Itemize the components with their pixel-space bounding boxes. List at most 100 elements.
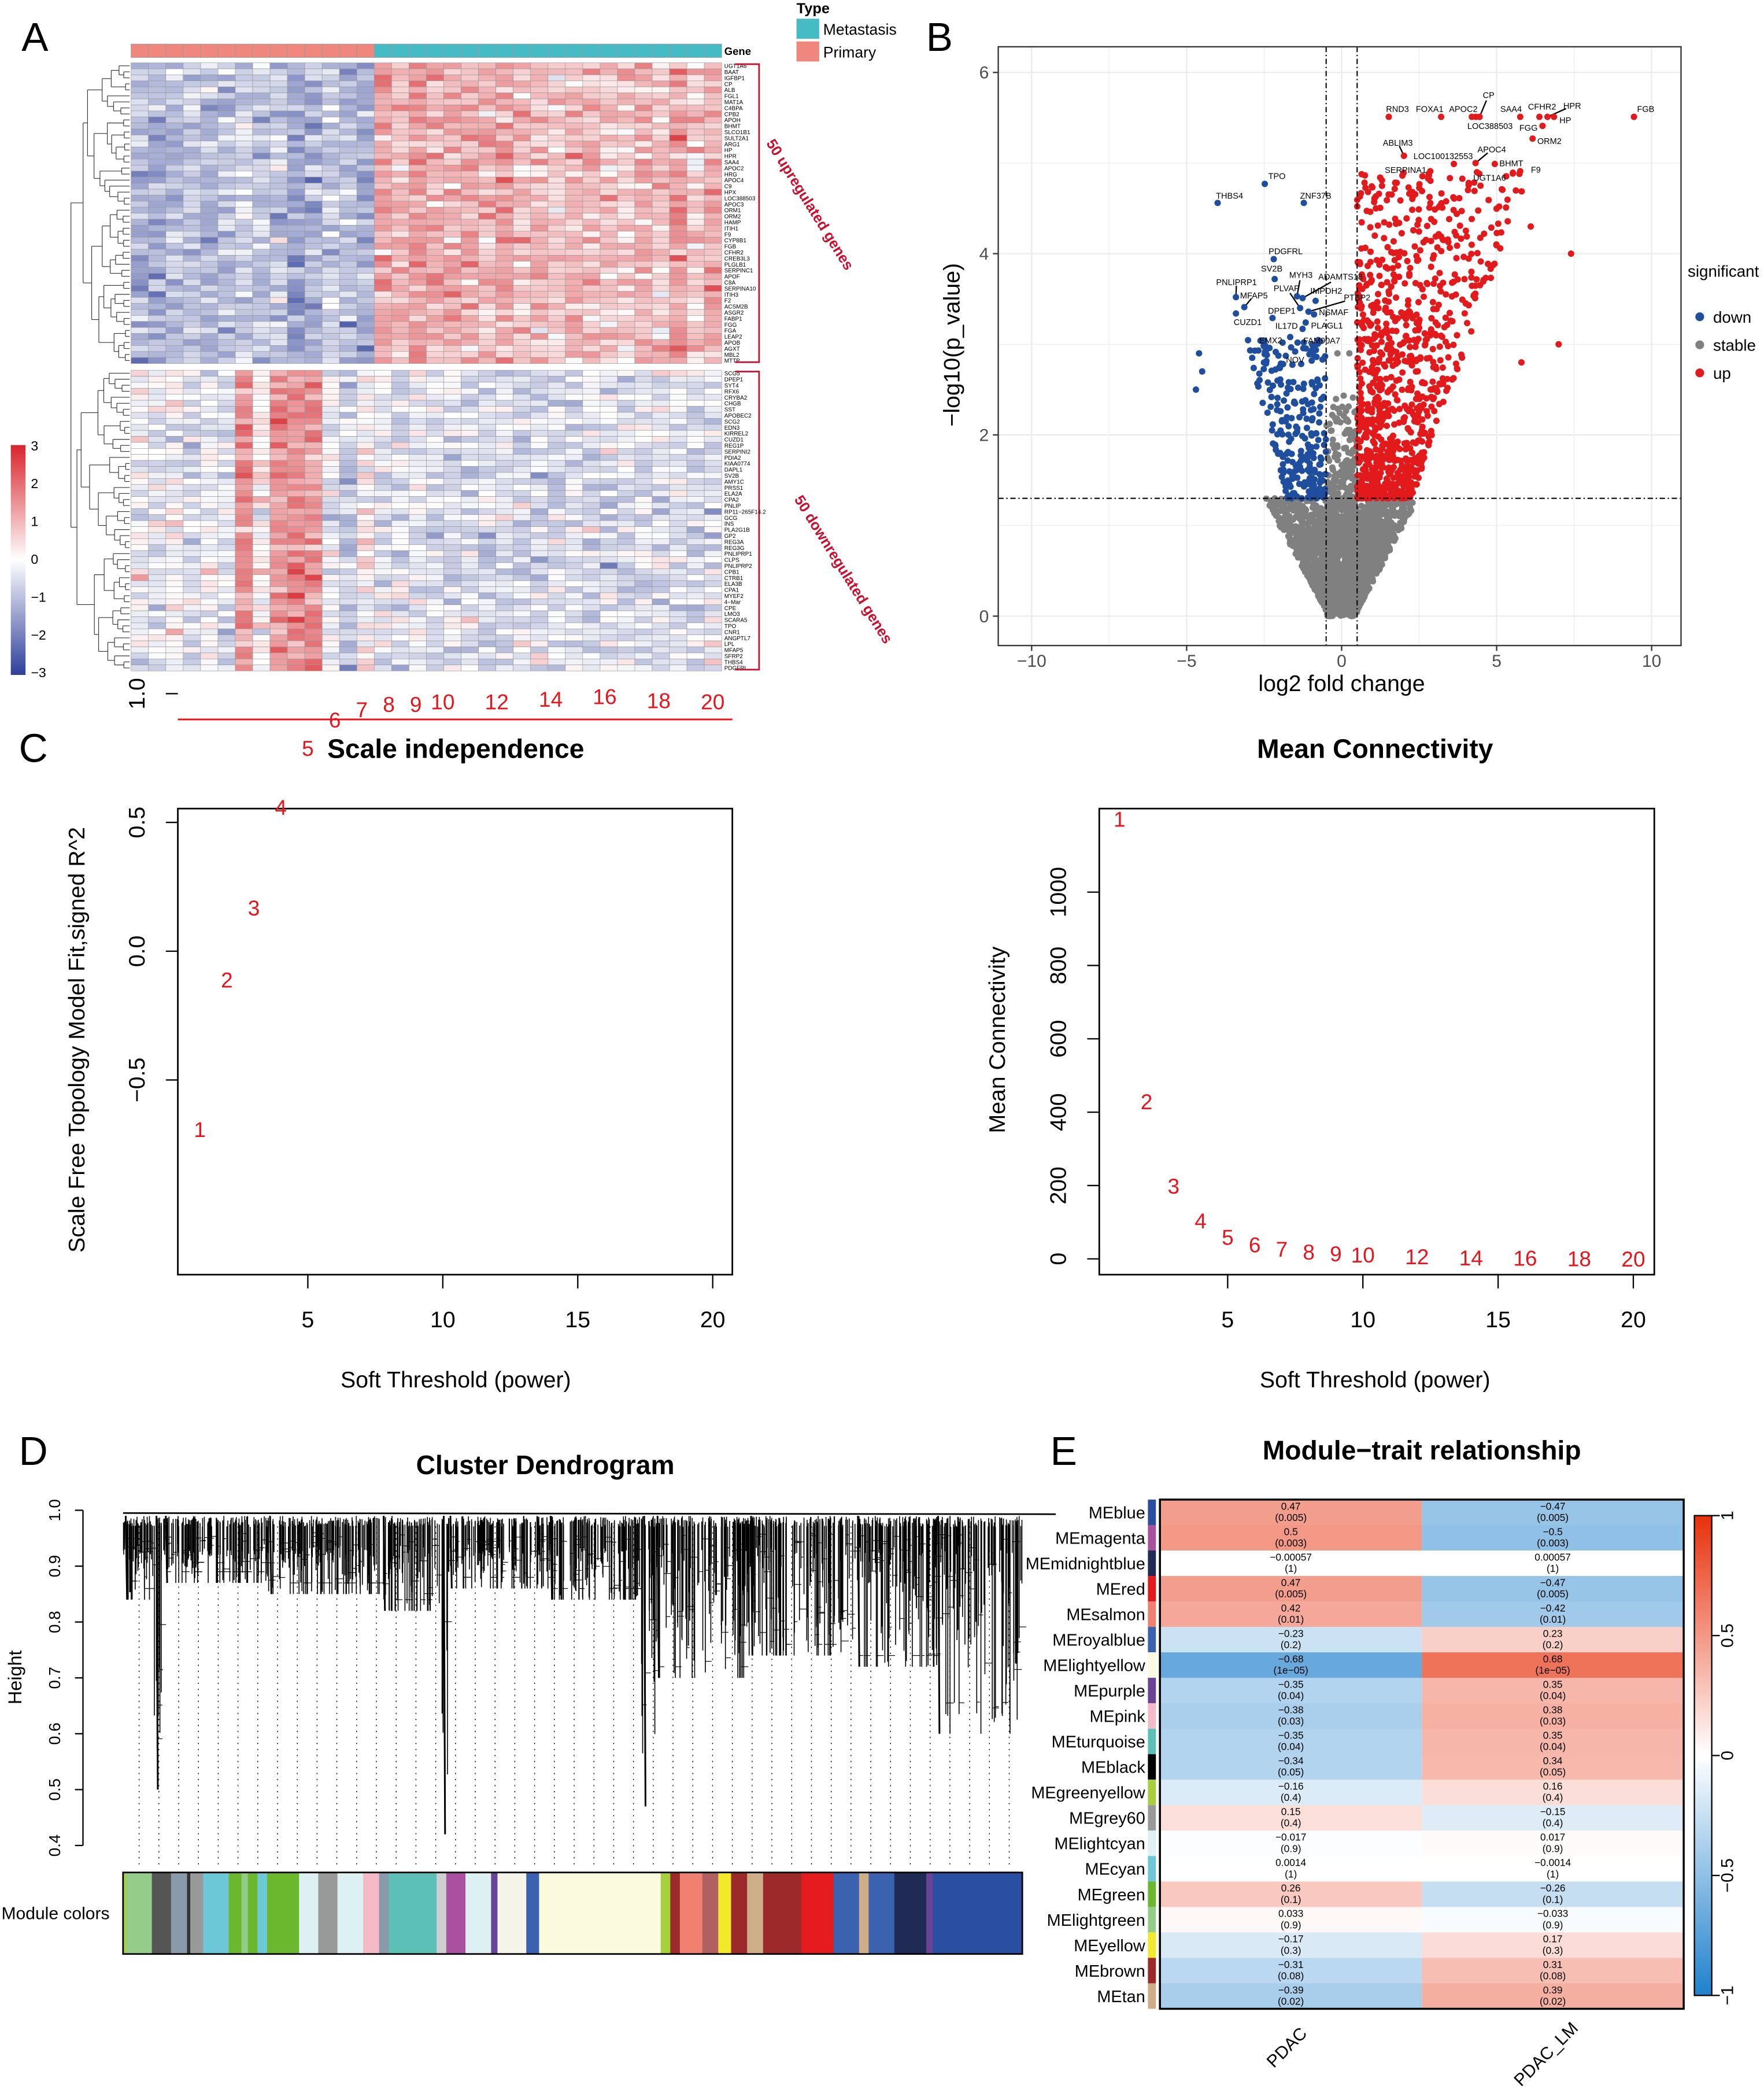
heatmap-cell: [252, 460, 271, 467]
heatmap-cell: [443, 309, 461, 316]
heatmap-cell: [356, 315, 375, 322]
heatmap-cell: [634, 550, 653, 557]
heatmap-cell: [217, 478, 236, 485]
heatmap-cell: [513, 357, 531, 364]
heatmap-cell: [356, 418, 375, 425]
heatmap-cell: [252, 225, 271, 232]
heatmap-cell: [304, 80, 323, 87]
heatmap-cell: [269, 183, 288, 190]
heatmap-cell: [304, 532, 323, 539]
heatmap-cell: [200, 249, 219, 256]
gene-label: EDN3: [724, 425, 740, 431]
heatmap-cell: [704, 93, 722, 99]
heatmap-cell: [565, 183, 583, 190]
annotation-cell: [426, 43, 444, 58]
heatmap-cell: [495, 339, 514, 346]
heatmap-cell: [269, 297, 288, 304]
heatmap-cell: [600, 496, 618, 503]
heatmap-cell: [391, 466, 409, 473]
heatmap-cell: [200, 580, 219, 587]
heatmap-cell: [252, 267, 271, 274]
heatmap-cell: [669, 297, 687, 304]
heatmap-cell: [304, 598, 323, 606]
heatmap-cell: [304, 243, 323, 250]
heatmap-cell: [165, 616, 184, 623]
heatmap-cell: [287, 562, 305, 569]
heatmap-cell: [200, 658, 219, 666]
heatmap-cell: [704, 243, 722, 250]
heatmap-cell: [409, 93, 427, 99]
heatmap-cell: [356, 622, 375, 629]
heatmap-cell: [252, 339, 271, 346]
gene-label: SULT2A1: [724, 135, 749, 142]
heatmap-cell: [373, 219, 392, 226]
heatmap-cell: [530, 339, 549, 346]
heatmap-cell: [235, 634, 253, 641]
gene-label: LOC388503: [724, 195, 756, 202]
heatmap-cell: [373, 628, 392, 636]
heatmap-cell: [600, 321, 618, 328]
heatmap-cell: [669, 556, 687, 563]
heatmap-cell: [131, 183, 149, 190]
heatmap-cell: [704, 309, 722, 316]
heatmap-cell: [686, 652, 705, 659]
heatmap-cell: [461, 135, 479, 142]
heatmap-cell: [652, 183, 670, 190]
heatmap-cell: [165, 658, 184, 666]
heatmap-cell: [686, 128, 705, 135]
heatmap-cell: [356, 267, 375, 274]
heatmap-cell: [391, 315, 409, 322]
heatmap-cell: [634, 237, 653, 243]
heatmap-cell: [321, 141, 340, 147]
annotation-cell: [686, 43, 705, 58]
heatmap-cell: [217, 616, 236, 623]
heatmap-cell: [183, 165, 201, 172]
heatmap-cell: [321, 448, 340, 455]
heatmap-cell: [356, 556, 375, 563]
heatmap-cell: [565, 158, 583, 165]
heatmap-cell: [287, 327, 305, 334]
heatmap-cell: [443, 574, 461, 581]
heatmap-cell: [217, 538, 236, 545]
heatmap-cell: [287, 165, 305, 172]
heatmap-cell: [513, 351, 531, 358]
heatmap-cell: [304, 315, 323, 322]
heatmap-cell: [304, 388, 323, 395]
heatmap-cell: [634, 634, 653, 641]
heatmap-cell: [269, 574, 288, 581]
heatmap-cell: [252, 508, 271, 515]
heatmap-cell: [669, 490, 687, 497]
heatmap-cell: [652, 514, 670, 521]
heatmap-cell: [183, 110, 201, 117]
heatmap-cell: [200, 285, 219, 292]
heatmap-cell: [373, 436, 392, 443]
heatmap-cell: [165, 647, 184, 654]
heatmap-cell: [565, 490, 583, 497]
heatmap-cell: [148, 647, 167, 654]
heatmap-cell: [183, 135, 201, 142]
heatmap-cell: [478, 105, 496, 112]
heatmap-cell: [391, 80, 409, 87]
heatmap-cell: [373, 580, 392, 587]
color-scale-tick-label: −1: [31, 589, 46, 604]
heatmap-cell: [131, 146, 149, 153]
heatmap-cell: [426, 502, 444, 509]
heatmap-cell: [652, 430, 670, 437]
heatmap-cell: [513, 370, 531, 376]
heatmap-cell: [131, 436, 149, 443]
heatmap-cell: [686, 267, 705, 274]
heatmap-cell: [235, 622, 253, 629]
gene-label: ORM2: [724, 214, 741, 220]
heatmap-cell: [600, 418, 618, 425]
heatmap-cell: [304, 249, 323, 256]
heatmap-cell: [339, 333, 357, 340]
heatmap-cell: [704, 297, 722, 304]
heatmap-cell: [600, 261, 618, 268]
heatmap-cell: [373, 658, 392, 666]
heatmap-cell: [426, 237, 444, 243]
heatmap-cell: [356, 273, 375, 280]
heatmap-cell: [131, 658, 149, 666]
heatmap-cell: [148, 201, 167, 208]
heatmap-cell: [669, 400, 687, 407]
heatmap-cell: [183, 610, 201, 617]
